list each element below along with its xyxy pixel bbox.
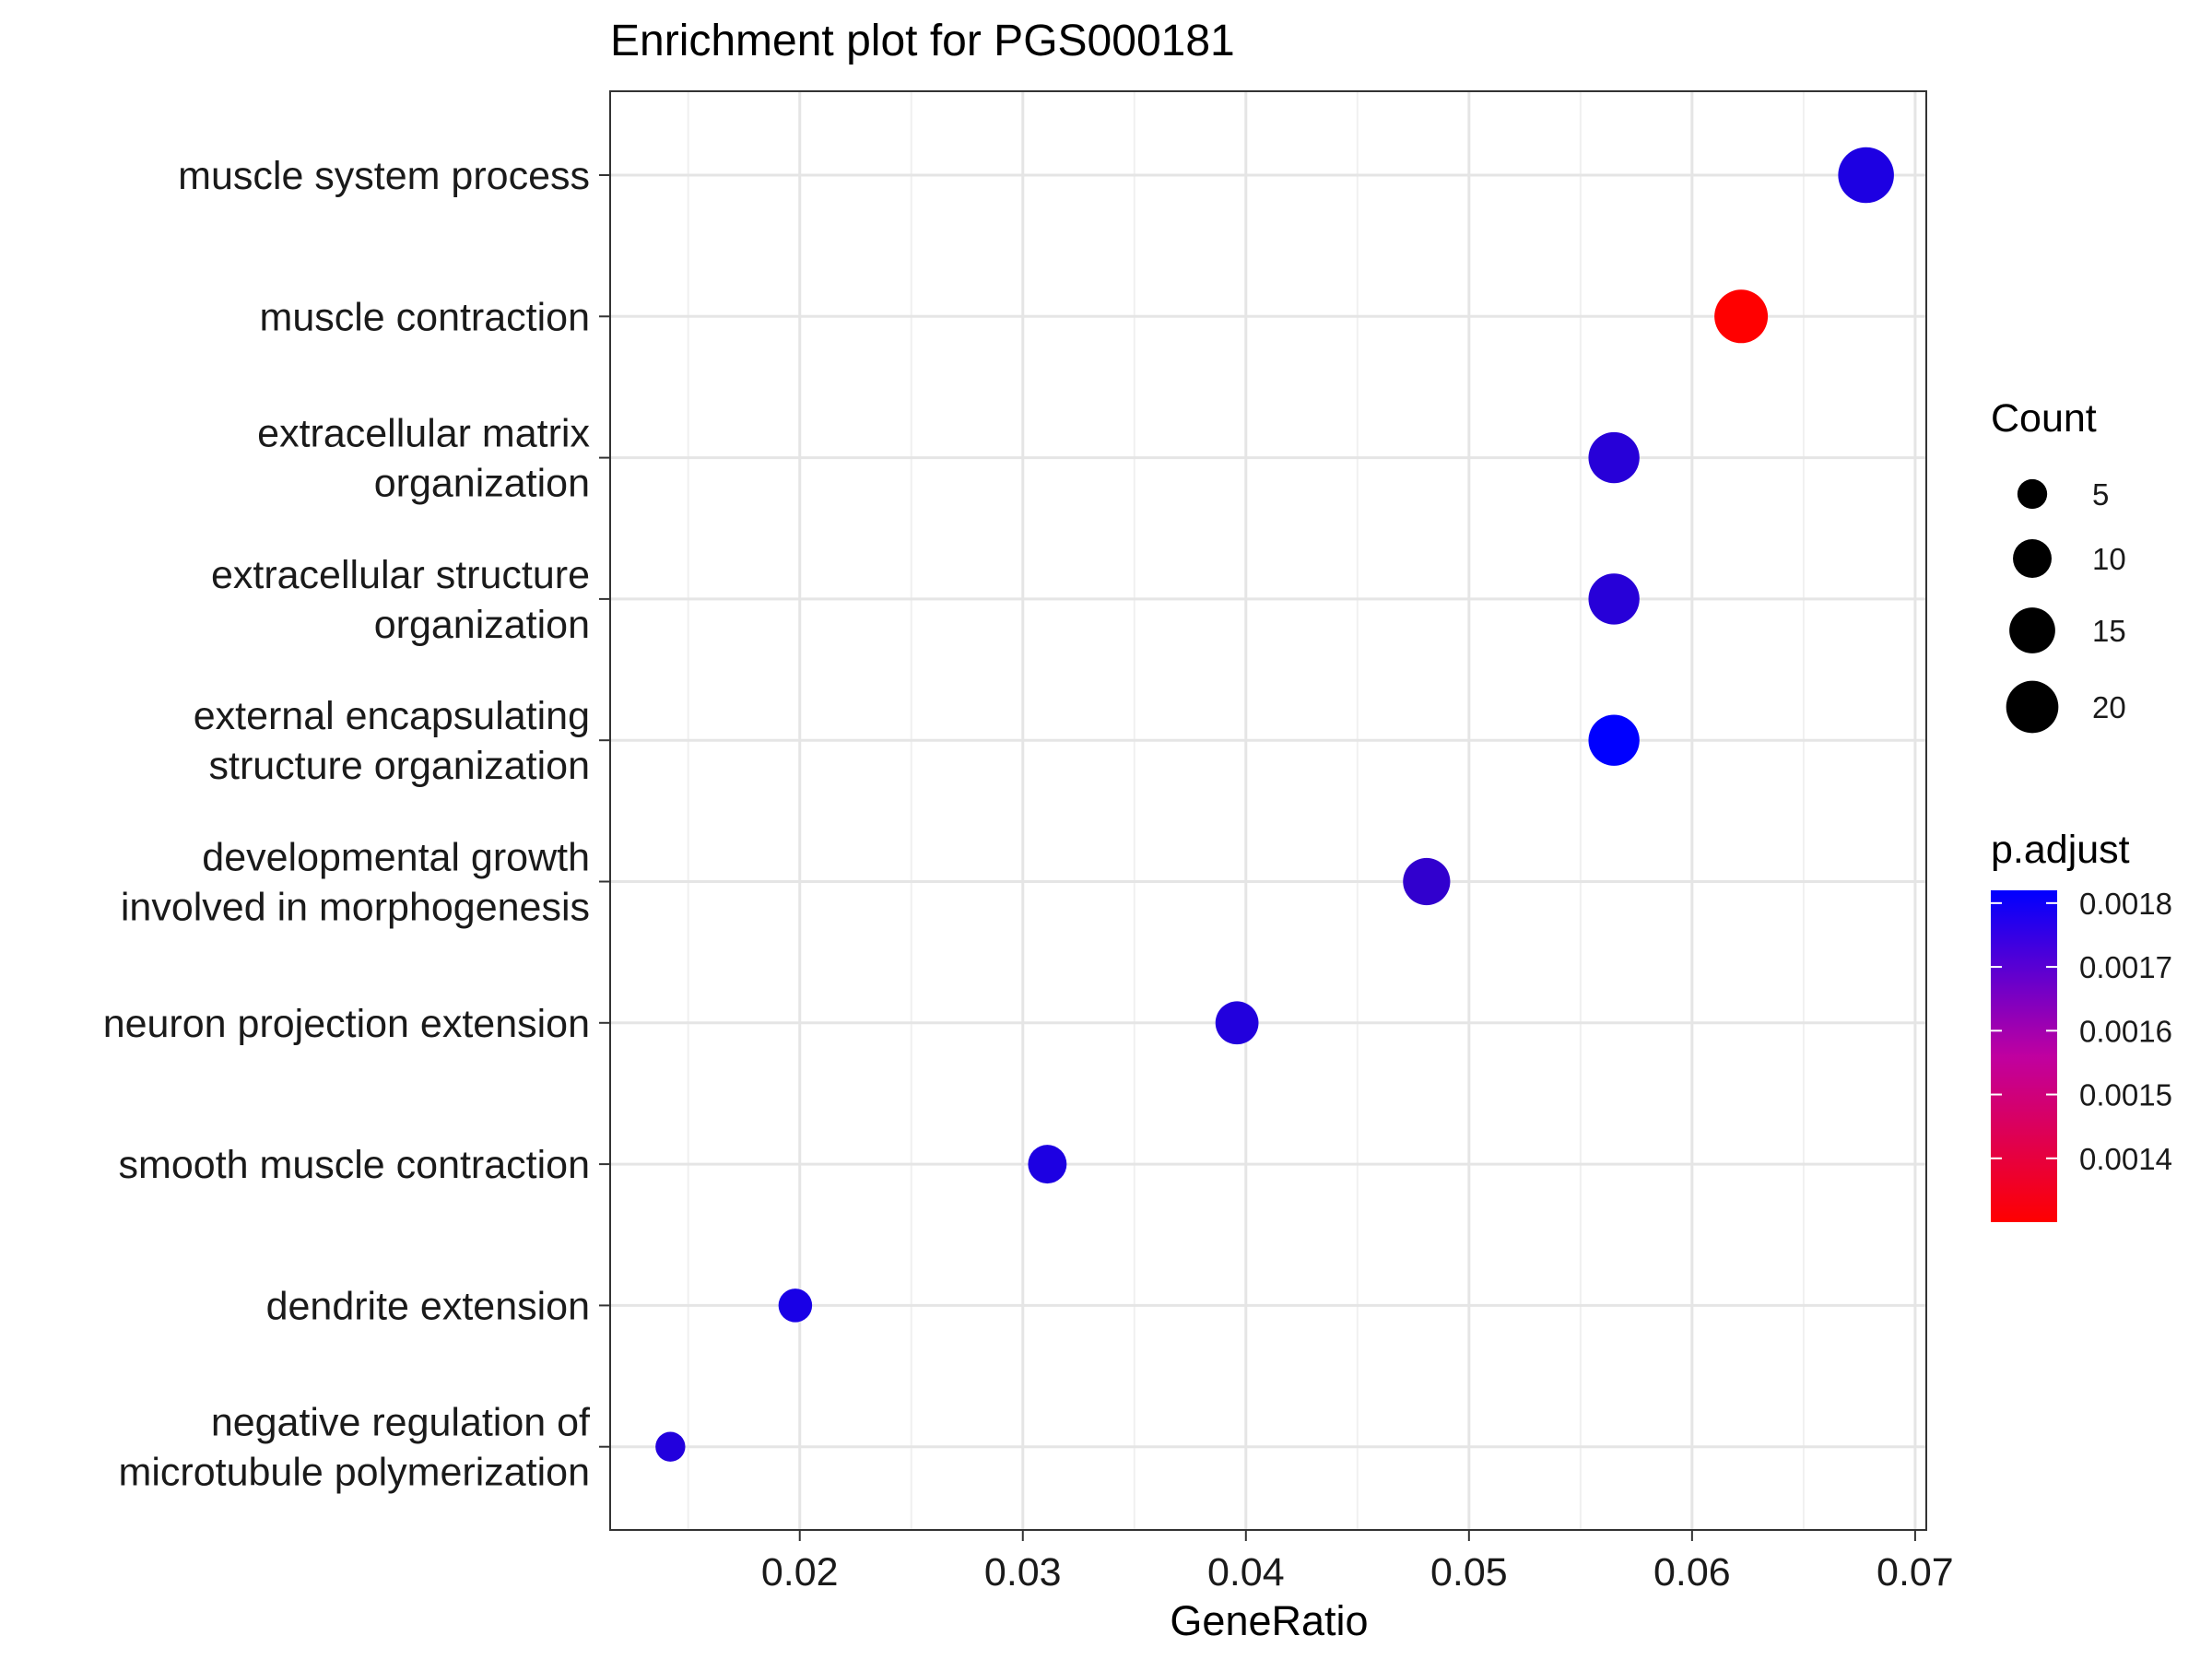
count-legend: Count 5 10 15 20 xyxy=(1991,396,2126,734)
chart-title: Enrichment plot for PGS000181 xyxy=(610,17,1235,65)
data-point xyxy=(1588,431,1640,484)
category-label: external encapsulating xyxy=(194,694,590,738)
x-axis: 0.02 0.03 0.04 0.05 0.06 0.07 xyxy=(761,1530,1954,1594)
category-label: extracellular matrix xyxy=(257,412,590,456)
x-tick-label: 0.04 xyxy=(1207,1550,1285,1594)
panel-background xyxy=(610,91,1926,1530)
category-label: involved in morphogenesis xyxy=(121,886,590,930)
colorbar-tick-label: 0.0015 xyxy=(2079,1078,2172,1112)
category-label: extracellular structure xyxy=(211,553,590,597)
p-adjust-legend-title: p.adjust xyxy=(1991,828,2130,872)
x-tick-label: 0.05 xyxy=(1430,1550,1508,1594)
count-legend-label: 20 xyxy=(2092,690,2126,724)
colorbar-tick-label: 0.0014 xyxy=(2079,1142,2172,1176)
colorbar-tick-label: 0.0016 xyxy=(2079,1014,2172,1048)
x-tick-label: 0.07 xyxy=(1877,1550,1954,1594)
grid-lines xyxy=(610,91,1926,1530)
colorbar-tick-label: 0.0017 xyxy=(2079,950,2172,984)
data-point xyxy=(1838,147,1894,204)
category-label: negative regulation of xyxy=(211,1401,591,1445)
category-label: microtubule polymerization xyxy=(119,1451,590,1495)
data-point xyxy=(1714,289,1769,344)
x-tick-label: 0.02 xyxy=(761,1550,839,1594)
x-tick-label: 0.06 xyxy=(1653,1550,1731,1594)
data-point xyxy=(1588,714,1640,766)
count-legend-label: 10 xyxy=(2092,542,2126,576)
category-label: organization xyxy=(374,603,590,647)
count-legend-key xyxy=(2017,478,2048,510)
category-label: organization xyxy=(374,462,590,506)
category-label: dendrite extension xyxy=(266,1284,590,1328)
count-legend-label: 15 xyxy=(2092,614,2126,648)
data-point xyxy=(655,1431,686,1462)
count-legend-key xyxy=(2006,680,2059,734)
data-point xyxy=(1028,1145,1067,1184)
count-legend-key xyxy=(2013,539,2052,578)
count-legend-label: 5 xyxy=(2092,477,2109,512)
category-label: smooth muscle contraction xyxy=(119,1143,590,1187)
category-label: developmental growth xyxy=(202,836,590,880)
category-label: structure organization xyxy=(209,744,591,788)
data-point xyxy=(1403,857,1451,906)
data-point xyxy=(1215,1001,1259,1045)
plot-panel xyxy=(610,91,1926,1530)
p-adjust-legend: p.adjust 0.0014 0.0015 0.0016 0.0017 0.0018 xyxy=(1991,828,2172,1222)
category-label: muscle system process xyxy=(178,154,590,198)
category-label: neuron projection extension xyxy=(103,1002,590,1046)
x-tick-label: 0.03 xyxy=(984,1550,1062,1594)
data-point xyxy=(1588,573,1640,625)
category-label: muscle contraction xyxy=(260,295,591,339)
count-legend-title: Count xyxy=(1991,396,2097,441)
data-point xyxy=(778,1288,813,1323)
data-points xyxy=(609,90,1927,1531)
panel-border xyxy=(609,90,1927,1531)
colorbar-tick-label: 0.0018 xyxy=(2079,887,2172,921)
x-axis-title: GeneRatio xyxy=(1170,1597,1368,1644)
y-axis: muscle system process muscle contraction e… xyxy=(103,154,610,1495)
p-adjust-colorbar xyxy=(1991,890,2057,1222)
count-legend-key xyxy=(2009,607,2055,653)
